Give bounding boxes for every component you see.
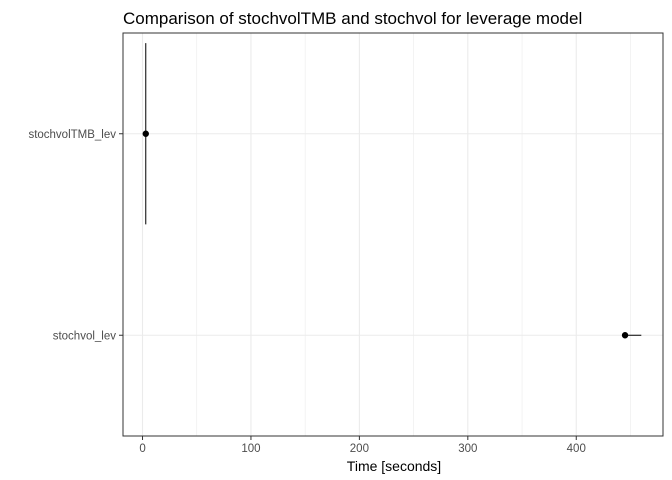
data-point xyxy=(621,332,629,339)
x-tick-label: 100 xyxy=(241,443,260,455)
data-point xyxy=(142,130,149,137)
y-tick-label: stochvol_lev xyxy=(53,330,117,342)
x-axis-title: Time [seconds] xyxy=(347,458,441,474)
x-tick-label: 200 xyxy=(350,443,369,455)
marks xyxy=(142,43,642,339)
x-tick-label: 0 xyxy=(139,443,145,455)
y-tick-label: stochvolTMB_lev xyxy=(28,129,116,141)
axes: 0 100 200 300 400 stochvolTMB_lev stochvol_lev xyxy=(28,129,585,455)
x-tick-label: 400 xyxy=(567,443,586,455)
panel-border xyxy=(122,32,664,437)
panel-background xyxy=(123,33,663,436)
chart-title: Comparison of stochvolTMB and stochvol f… xyxy=(123,9,582,28)
x-tick-label: 300 xyxy=(458,443,477,455)
grid xyxy=(123,33,663,436)
